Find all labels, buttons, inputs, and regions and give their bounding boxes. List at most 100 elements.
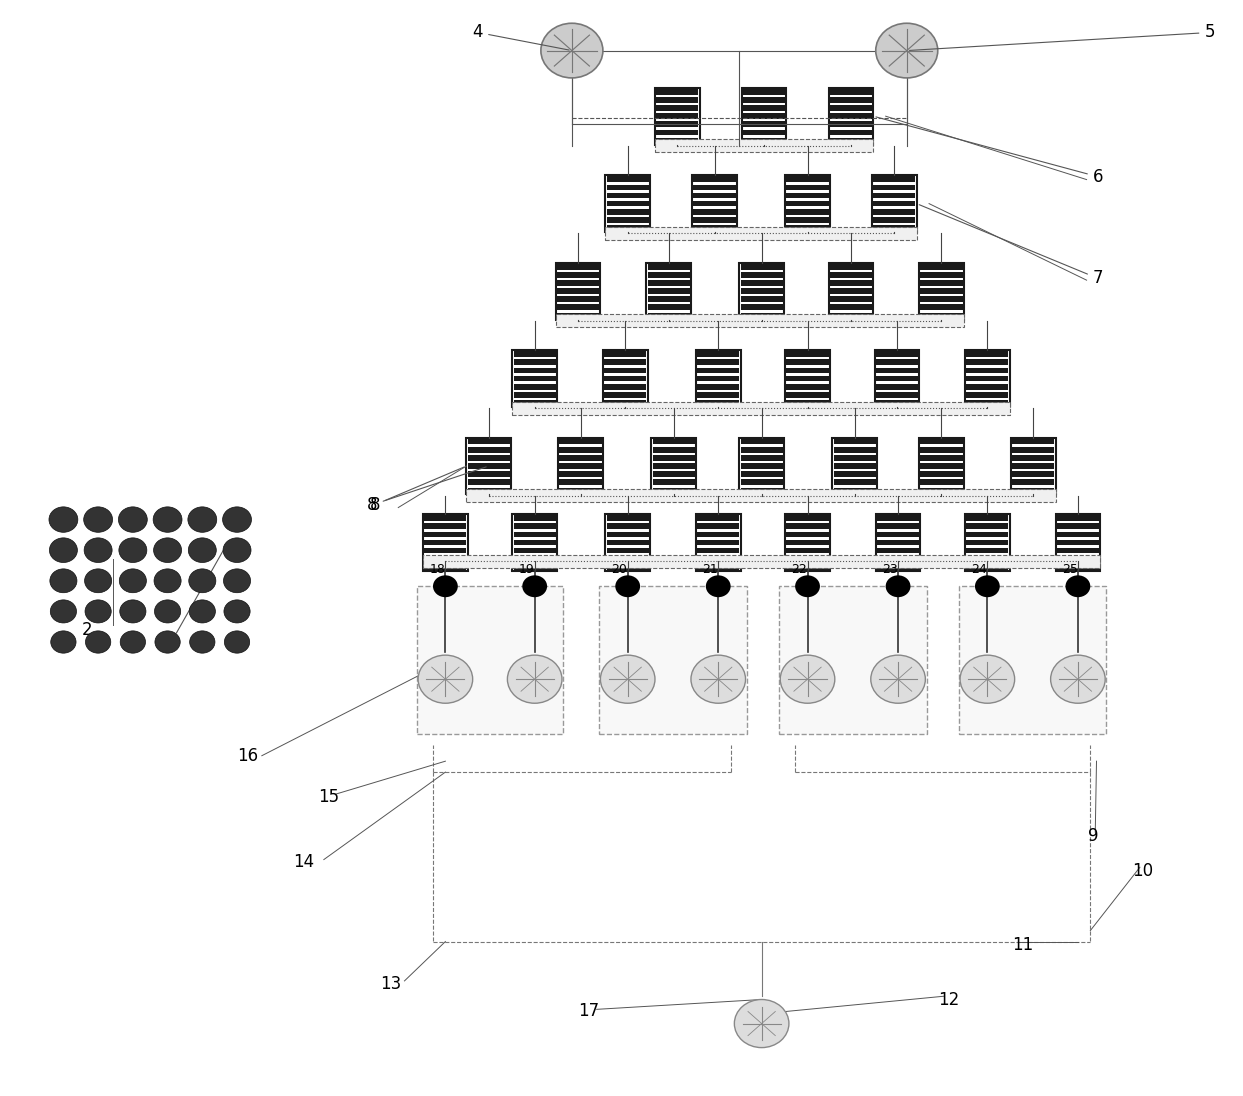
FancyBboxPatch shape — [741, 305, 783, 310]
FancyBboxPatch shape — [834, 438, 876, 445]
FancyBboxPatch shape — [697, 400, 740, 406]
FancyBboxPatch shape — [920, 281, 962, 286]
FancyBboxPatch shape — [920, 455, 962, 460]
FancyBboxPatch shape — [558, 437, 603, 494]
FancyBboxPatch shape — [920, 479, 962, 486]
FancyBboxPatch shape — [1057, 548, 1099, 553]
Circle shape — [433, 575, 457, 597]
FancyBboxPatch shape — [874, 209, 915, 215]
FancyBboxPatch shape — [557, 305, 599, 310]
FancyBboxPatch shape — [557, 272, 599, 277]
Circle shape — [796, 575, 820, 597]
FancyBboxPatch shape — [878, 564, 919, 570]
FancyBboxPatch shape — [655, 139, 874, 152]
FancyBboxPatch shape — [829, 263, 874, 320]
FancyBboxPatch shape — [559, 464, 602, 469]
Text: 8: 8 — [367, 467, 486, 514]
FancyBboxPatch shape — [830, 288, 873, 294]
Circle shape — [960, 655, 1014, 704]
Text: 7: 7 — [920, 205, 1104, 287]
Text: 21: 21 — [702, 563, 718, 576]
FancyBboxPatch shape — [830, 113, 873, 119]
FancyBboxPatch shape — [876, 400, 917, 406]
FancyBboxPatch shape — [787, 193, 829, 198]
FancyBboxPatch shape — [876, 352, 917, 357]
Text: 22: 22 — [792, 563, 807, 576]
FancyBboxPatch shape — [741, 488, 783, 493]
FancyBboxPatch shape — [697, 556, 740, 561]
FancyBboxPatch shape — [559, 479, 602, 486]
FancyBboxPatch shape — [787, 539, 829, 546]
FancyBboxPatch shape — [741, 264, 783, 270]
Circle shape — [541, 23, 603, 78]
FancyBboxPatch shape — [919, 263, 963, 320]
FancyBboxPatch shape — [1057, 539, 1099, 546]
FancyBboxPatch shape — [966, 376, 1008, 381]
FancyBboxPatch shape — [604, 352, 646, 357]
FancyBboxPatch shape — [656, 98, 699, 103]
FancyBboxPatch shape — [966, 539, 1008, 546]
FancyBboxPatch shape — [787, 384, 829, 389]
Circle shape — [48, 506, 78, 533]
FancyBboxPatch shape — [696, 514, 741, 571]
Circle shape — [222, 538, 251, 562]
FancyBboxPatch shape — [694, 209, 736, 215]
FancyBboxPatch shape — [1012, 471, 1054, 477]
Circle shape — [154, 538, 181, 562]
FancyBboxPatch shape — [423, 514, 467, 571]
Circle shape — [119, 538, 147, 562]
FancyBboxPatch shape — [513, 548, 556, 553]
FancyBboxPatch shape — [607, 201, 649, 206]
Circle shape — [154, 569, 181, 593]
FancyBboxPatch shape — [741, 438, 783, 445]
Circle shape — [418, 655, 472, 704]
Text: 14: 14 — [293, 853, 314, 871]
FancyBboxPatch shape — [467, 471, 510, 477]
FancyBboxPatch shape — [1057, 515, 1099, 521]
Circle shape — [85, 538, 112, 562]
FancyBboxPatch shape — [656, 113, 699, 119]
Circle shape — [189, 600, 215, 623]
FancyBboxPatch shape — [876, 367, 917, 374]
Text: 6: 6 — [876, 117, 1104, 185]
FancyBboxPatch shape — [834, 471, 876, 477]
FancyBboxPatch shape — [604, 359, 646, 365]
Circle shape — [85, 600, 111, 623]
FancyBboxPatch shape — [787, 400, 829, 406]
Circle shape — [222, 506, 251, 533]
FancyBboxPatch shape — [696, 350, 741, 407]
FancyBboxPatch shape — [513, 384, 556, 389]
FancyBboxPatch shape — [513, 400, 556, 406]
FancyBboxPatch shape — [697, 524, 740, 529]
FancyBboxPatch shape — [787, 532, 829, 537]
FancyBboxPatch shape — [830, 98, 873, 103]
Circle shape — [190, 631, 215, 653]
FancyBboxPatch shape — [1057, 556, 1099, 561]
FancyBboxPatch shape — [692, 175, 737, 232]
Circle shape — [871, 655, 925, 704]
FancyBboxPatch shape — [697, 367, 740, 374]
FancyBboxPatch shape — [920, 471, 962, 477]
FancyBboxPatch shape — [834, 447, 876, 453]
Circle shape — [975, 575, 999, 597]
FancyBboxPatch shape — [467, 455, 510, 460]
FancyBboxPatch shape — [604, 392, 646, 398]
Text: 2: 2 — [82, 621, 93, 639]
FancyBboxPatch shape — [919, 437, 963, 494]
FancyBboxPatch shape — [697, 359, 740, 365]
Circle shape — [1050, 655, 1105, 704]
FancyBboxPatch shape — [653, 464, 695, 469]
FancyBboxPatch shape — [559, 455, 602, 460]
FancyBboxPatch shape — [830, 312, 873, 318]
FancyBboxPatch shape — [607, 193, 649, 198]
FancyBboxPatch shape — [424, 539, 466, 546]
FancyBboxPatch shape — [876, 376, 917, 381]
FancyBboxPatch shape — [965, 350, 1009, 407]
FancyBboxPatch shape — [965, 514, 1009, 571]
Text: 11: 11 — [1012, 936, 1033, 955]
FancyBboxPatch shape — [656, 105, 699, 111]
FancyBboxPatch shape — [787, 376, 829, 381]
FancyBboxPatch shape — [834, 455, 876, 460]
FancyBboxPatch shape — [607, 532, 649, 537]
FancyBboxPatch shape — [607, 225, 649, 231]
